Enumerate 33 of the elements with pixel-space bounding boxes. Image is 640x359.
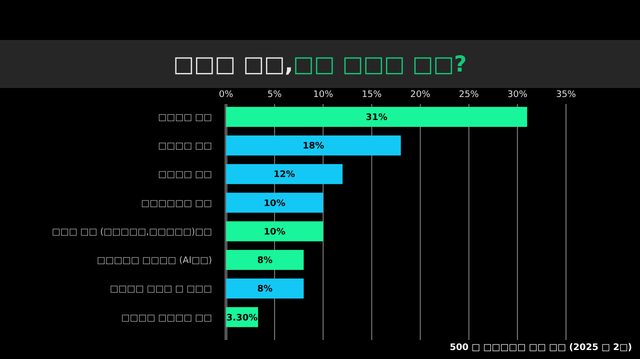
data-label: 31% xyxy=(366,113,388,124)
x-tick-label: 0% xyxy=(218,90,234,100)
data-label: 8% xyxy=(257,256,272,266)
x-tick-label: 25% xyxy=(458,90,480,100)
bar xyxy=(226,135,401,156)
bar xyxy=(226,278,304,299)
y-tick-label: □□□□□ □□□□ (AI□□) xyxy=(96,256,212,266)
y-tick-label: □□□□ □□□□ □□ xyxy=(121,313,212,324)
data-label: 3.30% xyxy=(226,313,258,324)
x-tick-label: 35% xyxy=(556,90,576,100)
text: 500 □ □□□□□ □□ □□ (2025 □ 2□) xyxy=(450,343,632,353)
bar xyxy=(226,192,324,213)
data-label: 10% xyxy=(264,198,286,209)
bar xyxy=(226,164,343,184)
data-label: 12% xyxy=(274,170,296,180)
x-tick-label: 5% xyxy=(267,90,282,100)
bar xyxy=(226,250,304,270)
bar xyxy=(226,221,324,242)
y-tick-label: □□□□ □□□ □ □□□ xyxy=(110,284,212,295)
chart-title: □□□ □□,□□ □□□ □□? xyxy=(173,52,467,78)
y-tick-label: □□□□□□ □□ xyxy=(141,198,212,209)
data-label: 10% xyxy=(264,227,286,238)
x-tick-label: 10% xyxy=(313,90,334,100)
y-tick-label: □□□ □□ (□□□□□,□□□□□)□□ xyxy=(52,227,212,238)
data-label: 8% xyxy=(257,284,272,295)
x-tick-label: 30% xyxy=(507,90,528,100)
x-tick-label: 20% xyxy=(410,90,431,100)
data-label: 18% xyxy=(302,142,324,152)
bar xyxy=(226,106,528,127)
y-tick-label: □□□□ □□ xyxy=(158,170,212,180)
y-tick-label: □□□□ □□ xyxy=(158,142,212,152)
x-tick-label: 15% xyxy=(362,90,382,100)
y-tick-label: □□□□ □□ xyxy=(158,113,212,124)
